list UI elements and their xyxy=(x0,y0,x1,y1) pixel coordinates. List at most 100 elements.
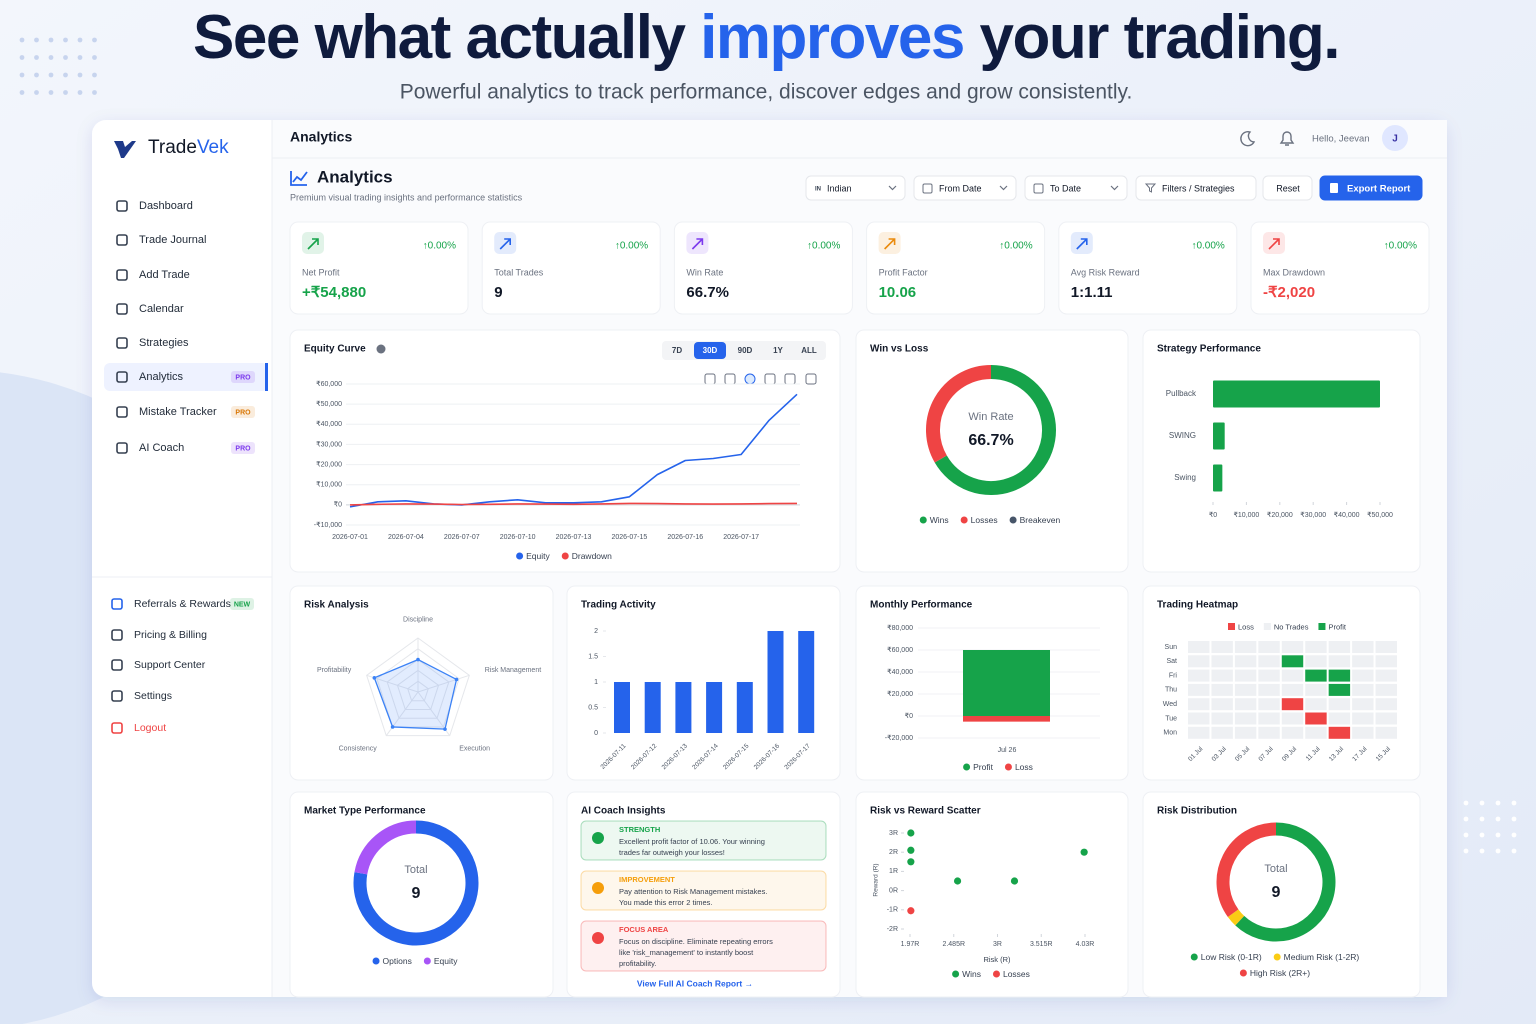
x-tick-label: ₹50,000 xyxy=(1367,511,1393,519)
legend-label: Losses xyxy=(971,515,998,525)
card xyxy=(1058,221,1238,315)
range-button[interactable]: 7D xyxy=(672,346,682,355)
donut-segment xyxy=(353,820,479,946)
footer-nav-item[interactable]: Referrals & Rewards xyxy=(134,598,231,610)
y-tick-label: -₹10,000 xyxy=(314,521,342,529)
hero-subtitle: Powerful analytics to track performance,… xyxy=(400,81,1133,104)
kpi-value: -₹2,020 xyxy=(1263,284,1315,301)
insight-link[interactable]: View Full AI Coach Report → xyxy=(637,978,753,988)
y-tick-label: 0 xyxy=(594,730,598,737)
radar-label: Consistency xyxy=(339,746,378,753)
donut-segment xyxy=(926,365,992,463)
legend-marker xyxy=(1009,516,1017,524)
legend-marker xyxy=(1239,969,1247,977)
to-date-box[interactable] xyxy=(1024,175,1128,201)
heat-cell xyxy=(1258,726,1280,739)
radar-label: Profitability xyxy=(317,667,352,674)
range-button[interactable]: 1Y xyxy=(773,346,783,355)
kpi-value: 10.06 xyxy=(879,284,917,301)
x-tick-label: 2026-07-07 xyxy=(444,534,480,541)
nav-item[interactable]: AI Coach xyxy=(139,442,184,454)
chart-title: Equity Curve xyxy=(304,344,366,355)
nav-icon xyxy=(116,337,128,349)
heat-cell xyxy=(1258,683,1280,696)
x-tick-label: 2026-07-01 xyxy=(332,534,368,541)
chart-title: Risk Distribution xyxy=(1157,806,1237,817)
donut-center-label: Total xyxy=(1264,863,1287,875)
x-tick-label: ₹40,000 xyxy=(1334,511,1360,519)
decor-dot xyxy=(34,55,39,60)
heat-cell xyxy=(1234,726,1257,739)
reset-box[interactable] xyxy=(1262,175,1313,201)
nav-item[interactable]: Dashboard xyxy=(139,200,193,212)
kpi-label: Profit Factor xyxy=(879,267,928,277)
range-button[interactable]: 90D xyxy=(738,346,753,355)
card xyxy=(289,329,841,573)
radar-ring xyxy=(386,658,450,719)
card xyxy=(855,329,1129,573)
legend-label: Loss xyxy=(1238,622,1254,631)
market-select-box[interactable] xyxy=(805,175,906,201)
decor-dot xyxy=(1479,816,1485,822)
decor-dot xyxy=(48,37,54,43)
heat-cell xyxy=(1188,669,1210,682)
radar-label: Risk Management xyxy=(485,667,541,674)
heat-cell xyxy=(1258,641,1280,653)
decor-dot xyxy=(92,72,97,78)
brand-name: TradeVek xyxy=(148,137,229,158)
heat-cell xyxy=(1328,698,1351,711)
nav-item[interactable]: Calendar xyxy=(139,303,184,315)
footer-nav-item[interactable]: Settings xyxy=(134,690,172,702)
range-button[interactable]: 30D xyxy=(703,346,718,355)
insight-icon xyxy=(592,932,604,944)
insight-card xyxy=(580,820,827,861)
toolbar-icon[interactable] xyxy=(805,373,817,385)
y-tick-label: SWING xyxy=(1169,431,1196,440)
range-button[interactable]: ALL xyxy=(801,346,817,355)
nav-item[interactable]: Analytics xyxy=(139,371,184,383)
footer-nav-item[interactable]: Logout xyxy=(134,722,166,734)
y-tick-label: ₹50,000 xyxy=(316,400,342,408)
decor-dot xyxy=(92,37,97,43)
bar xyxy=(675,682,692,733)
nav-item[interactable]: Trade Journal xyxy=(139,234,206,246)
nav-icon xyxy=(116,406,128,418)
nav-item[interactable]: Strategies xyxy=(139,337,189,349)
footer-nav-item[interactable]: Pricing & Billing xyxy=(134,629,207,641)
y-tick-label: ₹20,000 xyxy=(887,690,913,698)
card xyxy=(289,221,469,315)
y-tick-label: ₹20,000 xyxy=(316,460,342,468)
footer-nav-item[interactable]: Support Center xyxy=(134,659,206,671)
card xyxy=(673,221,853,315)
kpi-value: 9 xyxy=(494,284,502,301)
filters-box[interactable] xyxy=(1135,175,1257,201)
legend-marker xyxy=(1228,623,1235,630)
from-date-box[interactable] xyxy=(913,175,1017,201)
nav-item[interactable]: Mistake Tracker xyxy=(139,406,217,418)
heat-cell xyxy=(1328,641,1351,653)
decor-dot xyxy=(1495,816,1501,822)
calendar-icon xyxy=(922,183,933,194)
decor-dot xyxy=(1511,848,1517,854)
avatar[interactable] xyxy=(1382,125,1408,151)
card xyxy=(289,585,554,781)
bar xyxy=(644,682,661,733)
kpi-change: ↑0.00% xyxy=(807,241,840,252)
heat-cell xyxy=(1375,669,1397,682)
legend-marker xyxy=(960,516,968,524)
scatter-point xyxy=(907,829,915,837)
legend-marker xyxy=(1273,953,1281,961)
theme-toggle[interactable] xyxy=(1240,130,1256,147)
heat-cell xyxy=(1234,698,1257,711)
row-label: Sat xyxy=(1166,658,1177,665)
export-box[interactable] xyxy=(1319,175,1423,201)
insight-kind: IMPROVEMENT xyxy=(619,875,675,884)
notifications[interactable] xyxy=(1279,131,1295,146)
nav-item[interactable]: Add Trade xyxy=(139,269,190,281)
radar-label: Discipline xyxy=(403,617,433,624)
range-active xyxy=(694,342,726,359)
toolbar-icon[interactable] xyxy=(744,373,756,385)
insight-text: trades far outweigh your losses! xyxy=(619,848,725,857)
bar xyxy=(1213,380,1380,408)
radar-point xyxy=(372,676,377,680)
